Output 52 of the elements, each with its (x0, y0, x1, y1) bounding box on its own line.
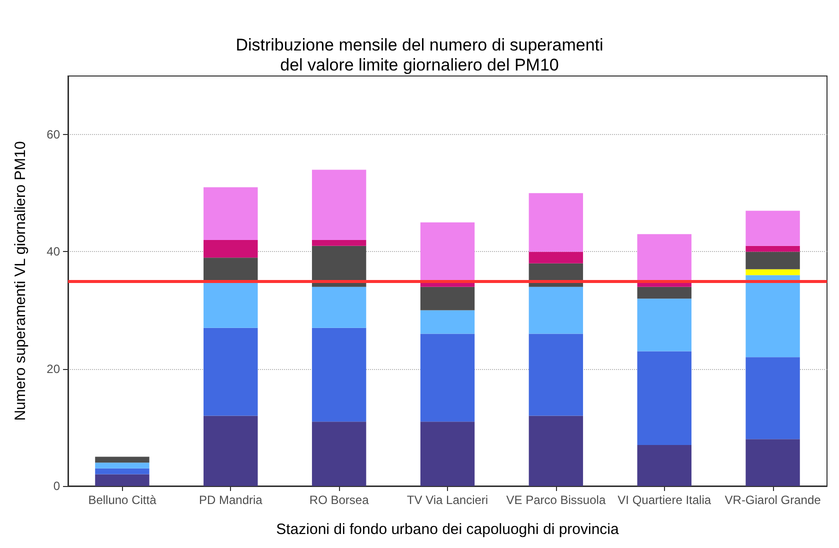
bar (204, 187, 258, 240)
bar (528, 193, 584, 252)
bar (420, 334, 475, 422)
bar (312, 328, 366, 422)
bar (95, 474, 150, 486)
y-tick-label: 40 (46, 244, 60, 259)
bar (746, 269, 800, 276)
y-axis-title: Numero superamenti VL giornaliero PM10 (12, 141, 29, 421)
bar (420, 286, 475, 310)
bar (528, 286, 584, 334)
bar (528, 416, 584, 486)
bar (204, 281, 258, 328)
bar (312, 286, 366, 328)
bar (204, 328, 258, 416)
bar (204, 240, 258, 258)
bar (528, 334, 584, 416)
bar (637, 445, 692, 486)
bar (312, 422, 366, 486)
x-tick-label: VR-Giarol Grande (724, 493, 822, 507)
bar (204, 258, 258, 281)
y-tick-label: 20 (46, 362, 60, 376)
x-axis-title: Stazioni di fondo urbano dei capoluoghi di provincia (276, 521, 620, 538)
bar (312, 240, 366, 246)
bar (746, 357, 800, 440)
y-tick-label: 60 (46, 128, 60, 142)
x-tick-label: Belluno Città (88, 493, 157, 507)
bar (746, 252, 800, 270)
bar (312, 170, 366, 240)
bar (637, 351, 692, 445)
bar (420, 222, 475, 281)
bar (637, 234, 692, 281)
bar (637, 286, 692, 299)
bar (312, 246, 366, 287)
bar (95, 456, 150, 463)
x-tick-label: PD Mandria (198, 493, 263, 507)
y-tick-label: 0 (53, 479, 60, 493)
bar (746, 210, 800, 246)
bar (420, 422, 475, 486)
x-tick-label: RO Borsea (309, 493, 370, 507)
bar (528, 252, 584, 264)
bar (420, 310, 475, 334)
bar (95, 462, 150, 468)
chart-title: Distribuzione mensile del numero di superamenti del valore limite giornaliero del PM10 (236, 36, 604, 74)
bar (746, 439, 800, 486)
x-tick-label: TV Via Lancieri (406, 493, 488, 507)
bar (204, 416, 258, 486)
bar (746, 275, 800, 358)
x-tick-label: VE Parco Bissuola (506, 493, 606, 507)
bar (637, 298, 692, 352)
bar (746, 246, 800, 252)
bar (95, 468, 150, 474)
x-tick-label: VI Quartiere Italia (618, 493, 712, 507)
